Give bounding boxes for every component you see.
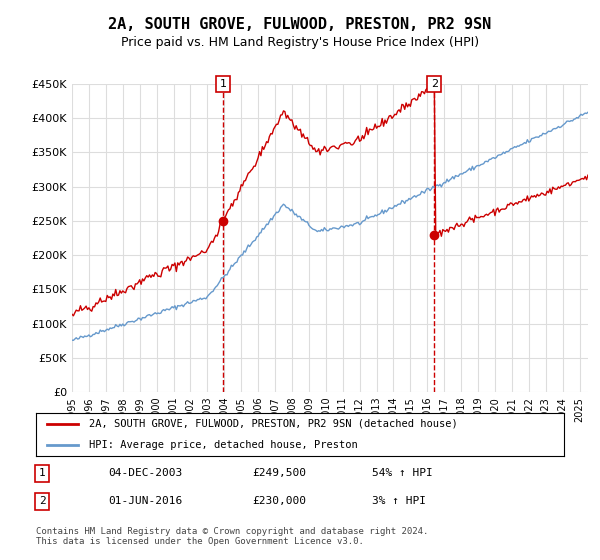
Text: 01-JUN-2016: 01-JUN-2016 [108, 496, 182, 506]
Text: 3% ↑ HPI: 3% ↑ HPI [372, 496, 426, 506]
Text: HPI: Average price, detached house, Preston: HPI: Average price, detached house, Pres… [89, 441, 358, 450]
Text: 2: 2 [431, 79, 438, 89]
Text: 2: 2 [38, 496, 46, 506]
Text: 2A, SOUTH GROVE, FULWOOD, PRESTON, PR2 9SN (detached house): 2A, SOUTH GROVE, FULWOOD, PRESTON, PR2 9… [89, 419, 458, 428]
Text: 1: 1 [220, 79, 226, 89]
Text: Price paid vs. HM Land Registry's House Price Index (HPI): Price paid vs. HM Land Registry's House … [121, 36, 479, 49]
Text: 04-DEC-2003: 04-DEC-2003 [108, 468, 182, 478]
Text: £230,000: £230,000 [252, 496, 306, 506]
Text: 2A, SOUTH GROVE, FULWOOD, PRESTON, PR2 9SN: 2A, SOUTH GROVE, FULWOOD, PRESTON, PR2 9… [109, 17, 491, 32]
Text: 1: 1 [38, 468, 46, 478]
Text: 54% ↑ HPI: 54% ↑ HPI [372, 468, 433, 478]
Text: £249,500: £249,500 [252, 468, 306, 478]
Text: Contains HM Land Registry data © Crown copyright and database right 2024.
This d: Contains HM Land Registry data © Crown c… [36, 526, 428, 546]
